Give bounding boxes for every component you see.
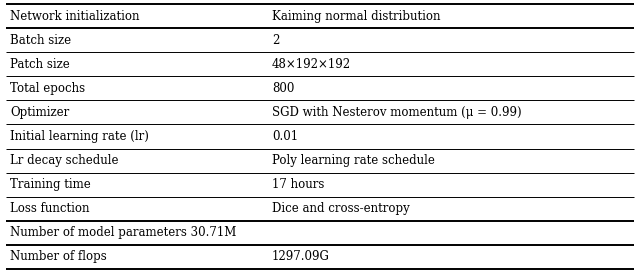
Text: Loss function: Loss function <box>10 202 90 215</box>
Text: Dice and cross-entropy: Dice and cross-entropy <box>272 202 410 215</box>
Text: SGD with Nesterov momentum (μ = 0.99): SGD with Nesterov momentum (μ = 0.99) <box>272 106 522 119</box>
Text: Training time: Training time <box>10 178 91 191</box>
Text: Number of model parameters 30.71M: Number of model parameters 30.71M <box>10 226 236 239</box>
Text: Lr decay schedule: Lr decay schedule <box>10 154 118 167</box>
Text: Number of flops: Number of flops <box>10 250 107 263</box>
Text: Patch size: Patch size <box>10 58 70 71</box>
Text: 1297.09G: 1297.09G <box>272 250 330 263</box>
Text: Network initialization: Network initialization <box>10 10 140 23</box>
Text: 800: 800 <box>272 82 294 95</box>
Text: 0.01: 0.01 <box>272 130 298 143</box>
Text: 2: 2 <box>272 34 280 47</box>
Text: Initial learning rate (lr): Initial learning rate (lr) <box>10 130 149 143</box>
Text: Poly learning rate schedule: Poly learning rate schedule <box>272 154 435 167</box>
Text: Batch size: Batch size <box>10 34 71 47</box>
Text: Optimizer: Optimizer <box>10 106 69 119</box>
Text: 48×192×192: 48×192×192 <box>272 58 351 71</box>
Text: Total epochs: Total epochs <box>10 82 85 95</box>
Text: Kaiming normal distribution: Kaiming normal distribution <box>272 10 440 23</box>
Text: 17 hours: 17 hours <box>272 178 324 191</box>
